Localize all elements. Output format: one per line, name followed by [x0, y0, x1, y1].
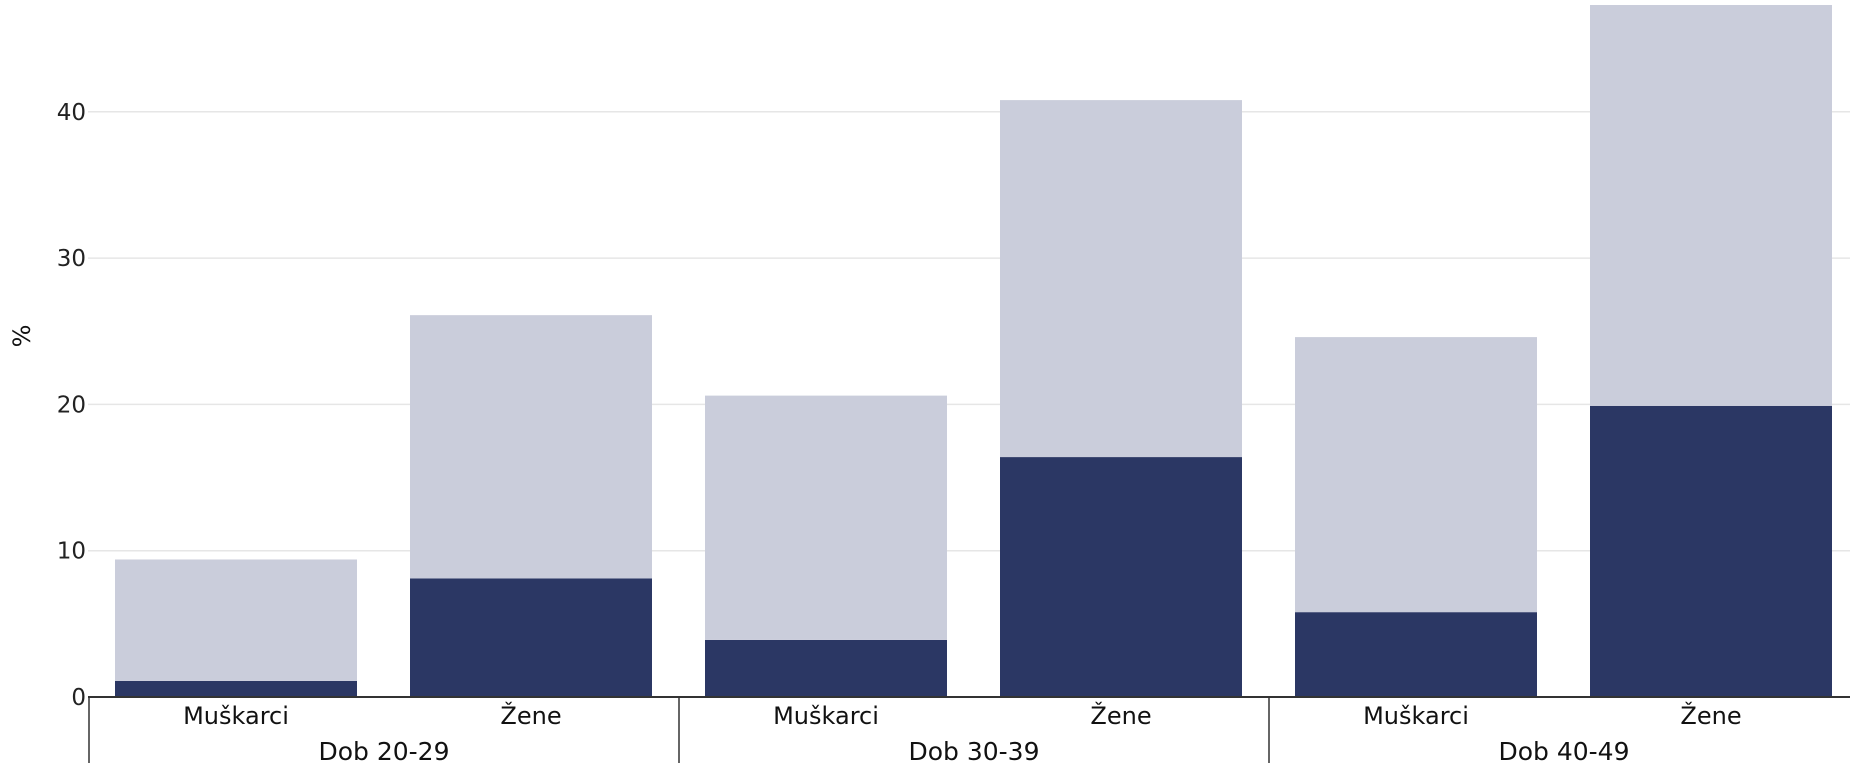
bar-4-series-0 — [1295, 612, 1537, 697]
category-label-1: Žene — [500, 701, 561, 730]
bar-3-series-1 — [1000, 100, 1242, 458]
y-axis-label: % — [8, 325, 36, 348]
category-label-0: Muškarci — [183, 702, 289, 730]
bar-0-series-0 — [115, 680, 357, 697]
bar-5-series-1 — [1590, 5, 1832, 406]
group-label-1: Dob 30-39 — [908, 737, 1039, 763]
bars — [115, 5, 1832, 697]
category-label-2: Muškarci — [773, 702, 879, 730]
bar-2-series-0 — [705, 639, 947, 697]
category-label-3: Žene — [1090, 701, 1151, 730]
axes — [88, 696, 1850, 763]
grid-lines — [88, 111, 1850, 552]
y-tick-label-1: 10 — [57, 539, 86, 565]
y-tick-label-0: 0 — [71, 685, 86, 711]
bar-1-series-0 — [410, 578, 652, 697]
bar-1-series-1 — [410, 315, 652, 579]
group-label-0: Dob 20-29 — [318, 737, 449, 763]
bar-2-series-1 — [705, 395, 947, 640]
category-label-5: Žene — [1680, 701, 1741, 730]
y-tick-label-2: 20 — [57, 392, 86, 418]
labels: 0 10 20 30 40 Muškarci Žene Muškarci Žene Muškarc… — [57, 100, 1742, 763]
bar-5-series-0 — [1590, 405, 1832, 697]
y-tick-label-4: 40 — [57, 100, 86, 126]
category-label-4: Muškarci — [1363, 702, 1469, 730]
y-tick-label-3: 30 — [57, 246, 86, 272]
bar-3-series-0 — [1000, 457, 1242, 697]
group-label-2: Dob 40-49 — [1498, 737, 1629, 763]
bar-0-series-1 — [115, 559, 357, 681]
bar-4-series-1 — [1295, 337, 1537, 613]
